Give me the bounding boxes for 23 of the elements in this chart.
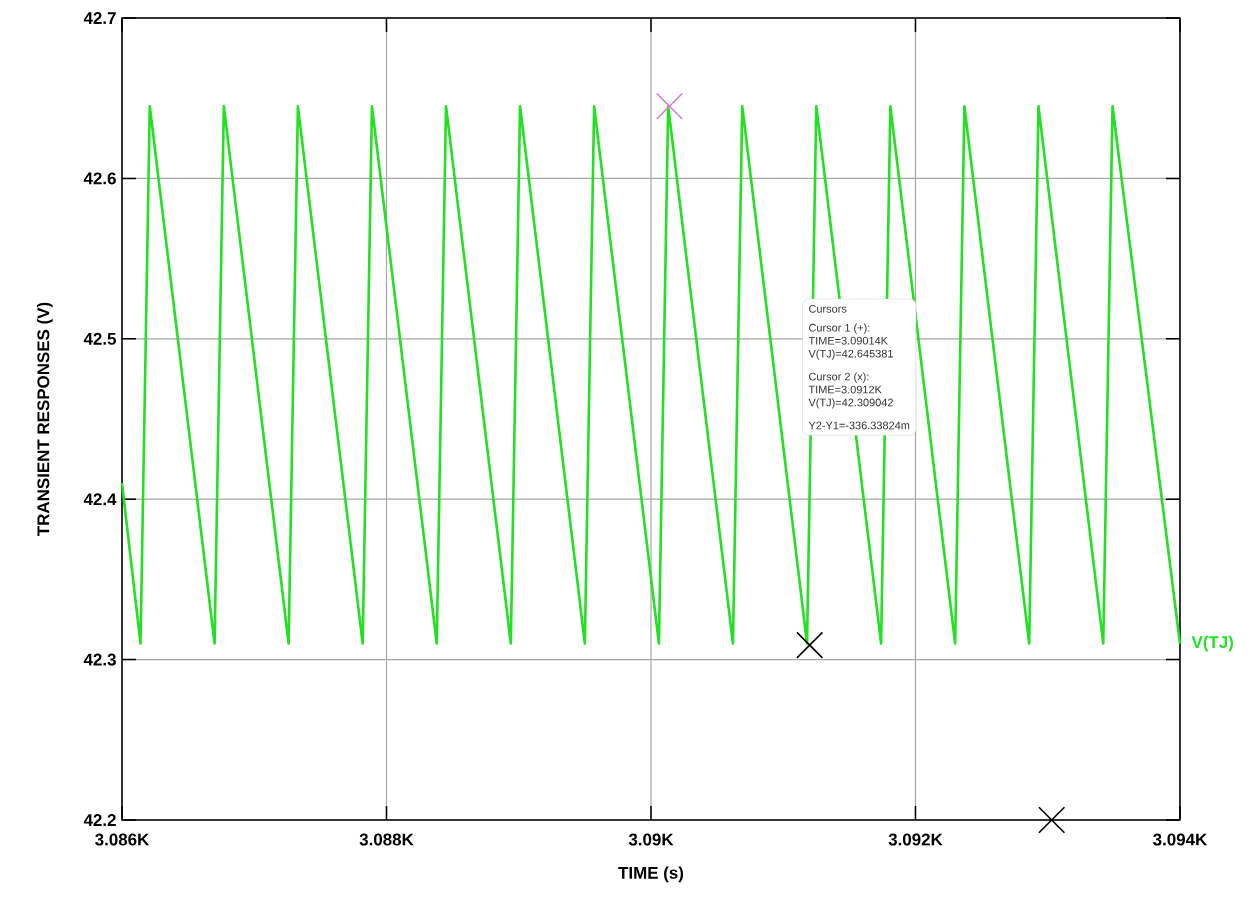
- y-tick-label: 42.5: [83, 332, 117, 345]
- y-tick-label: 42.7: [83, 12, 116, 24]
- y-tick-label: 42.2: [83, 814, 116, 826]
- annotation: Cursor 2 (x):: [809, 372, 869, 383]
- series-label: V(TJ): [1191, 635, 1233, 652]
- x-axis-title: TIME (s): [618, 866, 684, 883]
- annotation: V(TJ)=42.309042: [808, 398, 893, 409]
- x-tick-label: 3.086K: [95, 833, 150, 846]
- annotation: Cursor 1 (+):: [809, 323, 870, 334]
- y-tick-label: 42.4: [83, 493, 117, 506]
- annotation: TIME=3.09014K: [808, 336, 888, 345]
- y-tick-label: 42.6: [83, 172, 116, 185]
- annotation: TIME=3.0912K: [808, 385, 882, 394]
- point: [1038, 806, 1066, 834]
- annotation: Y2-Y1=-336.33824m: [808, 421, 910, 430]
- annotation: Cursors: [809, 304, 847, 313]
- x-tick-label: 3.088K: [359, 833, 414, 846]
- x-tick-label: 3.092K: [888, 833, 943, 846]
- x-tick-label: 3.094K: [1153, 833, 1208, 846]
- y-axis-title: TRANSIENT RESPONSES (V): [36, 302, 53, 536]
- x-tick-label: 3.09K: [628, 833, 674, 846]
- y-tick-label: 42.3: [83, 653, 116, 666]
- annotation: V(TJ)=42.645381: [808, 349, 893, 360]
